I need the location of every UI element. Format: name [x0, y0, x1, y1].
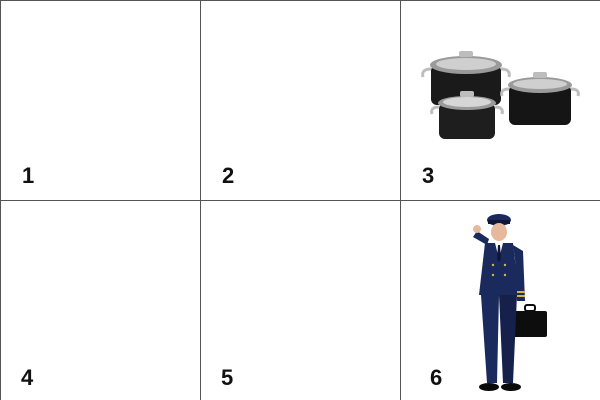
cell-number: 1 [22, 163, 35, 188]
pot-icon [430, 91, 504, 139]
pot-icon [421, 51, 511, 105]
grid-cell-1[interactable]: 1 [1, 1, 201, 201]
grid-cell-2[interactable]: 2 [201, 1, 401, 201]
cell-number: 5 [221, 365, 234, 390]
grid-cell-3[interactable]: 3 [401, 1, 600, 201]
cell-number: 4 [21, 365, 34, 390]
cell-number: 6 [430, 365, 443, 390]
grid-cell-6[interactable]: 6 [401, 201, 600, 400]
pot-icon [500, 72, 580, 125]
cooking-pots-image [421, 51, 580, 139]
cell-number: 2 [222, 163, 235, 188]
pilot-image [473, 214, 547, 391]
grid-cell-4[interactable]: 4 [1, 201, 201, 400]
cell-number: 3 [422, 163, 435, 188]
grid-cell-5[interactable]: 5 [201, 201, 401, 400]
